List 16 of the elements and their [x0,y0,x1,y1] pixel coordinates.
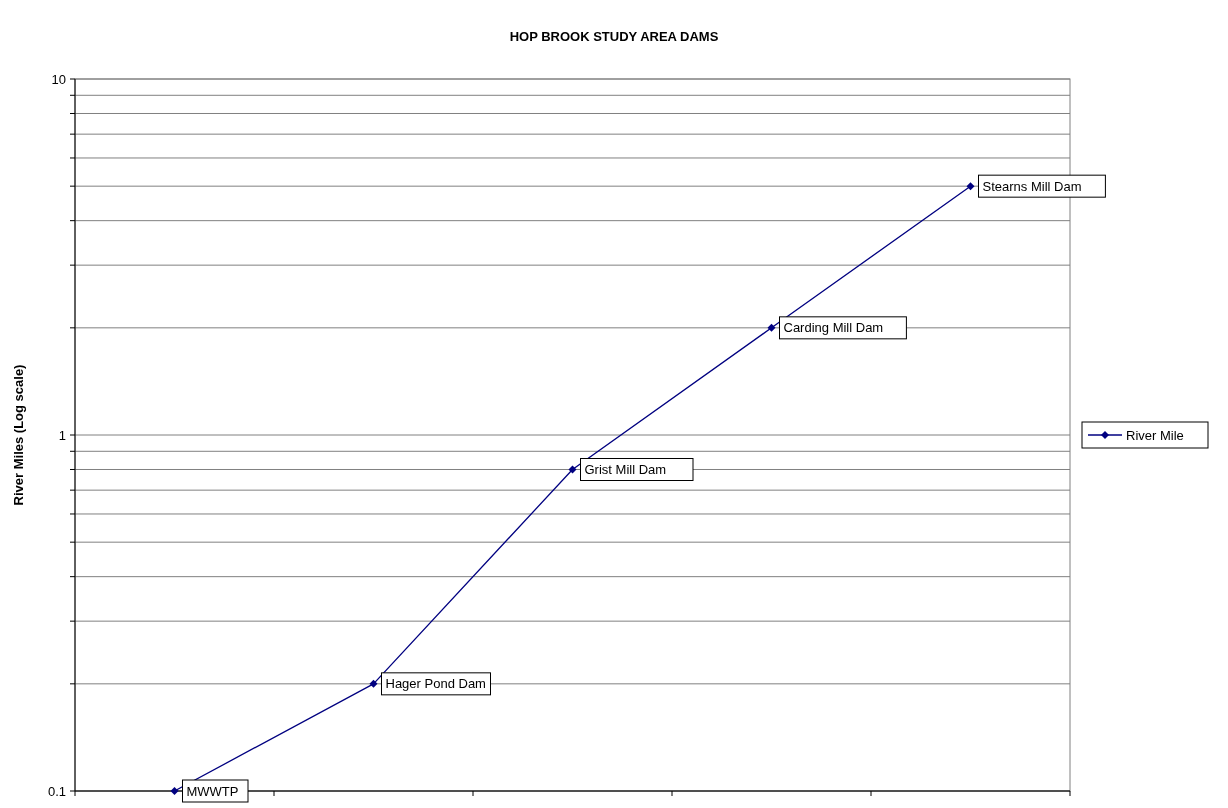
point [568,465,577,474]
point [966,182,975,191]
data-label: Grist Mill Dam [584,462,667,478]
y-tick-label: 10 [51,71,66,87]
y-tick-label: 0.1 [47,783,66,799]
data-label: Hager Pond Dam [385,676,486,692]
point [170,787,179,795]
data-label: MWWTP [186,783,239,799]
point [767,323,776,332]
legend-label: River Mile [1126,427,1184,443]
chart-title: HOP BROOK STUDY AREA DAMS [509,29,719,44]
data-label: Carding Mill Dam [783,320,884,336]
data-label: Stearns Mill Dam [982,178,1082,194]
y-tick-label: 1 [58,427,66,443]
point [369,679,378,688]
y-axis-title: River Miles (Log scale) [11,364,26,506]
